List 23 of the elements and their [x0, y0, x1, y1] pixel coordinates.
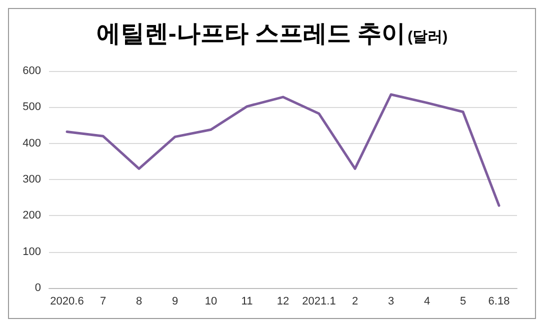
chart-subtitle: (달러): [408, 28, 448, 46]
y-tick-label: 300: [22, 174, 41, 186]
x-tick-label: 12: [276, 296, 290, 308]
x-tick-label: 9: [172, 296, 178, 308]
y-tick-label: 500: [22, 101, 41, 114]
chart-title: 에틸렌-나프타 스프레드 추이: [96, 20, 406, 48]
y-tick-label: 100: [22, 246, 41, 258]
y-tick-label: 600: [22, 65, 41, 77]
x-tick-label: 6.18: [488, 296, 510, 308]
x-tick-label: 2021.1: [302, 296, 336, 308]
x-tick-label: 3: [388, 296, 394, 308]
x-tick-label: 4: [424, 296, 430, 308]
y-tick-label: 0: [34, 282, 41, 294]
x-tick-label: 5: [460, 296, 466, 308]
x-tick-label: 2: [352, 296, 358, 308]
line-series: [66, 93, 500, 207]
y-tick-label: 200: [22, 210, 41, 222]
x-tick-label: 10: [204, 296, 218, 308]
x-tick-label: 2020.6: [50, 296, 84, 308]
y-tick-label: 400: [22, 137, 41, 150]
x-tick-label: 11: [241, 296, 253, 308]
x-tick-label: 7: [100, 296, 106, 308]
x-tick-label: 8: [136, 296, 142, 308]
